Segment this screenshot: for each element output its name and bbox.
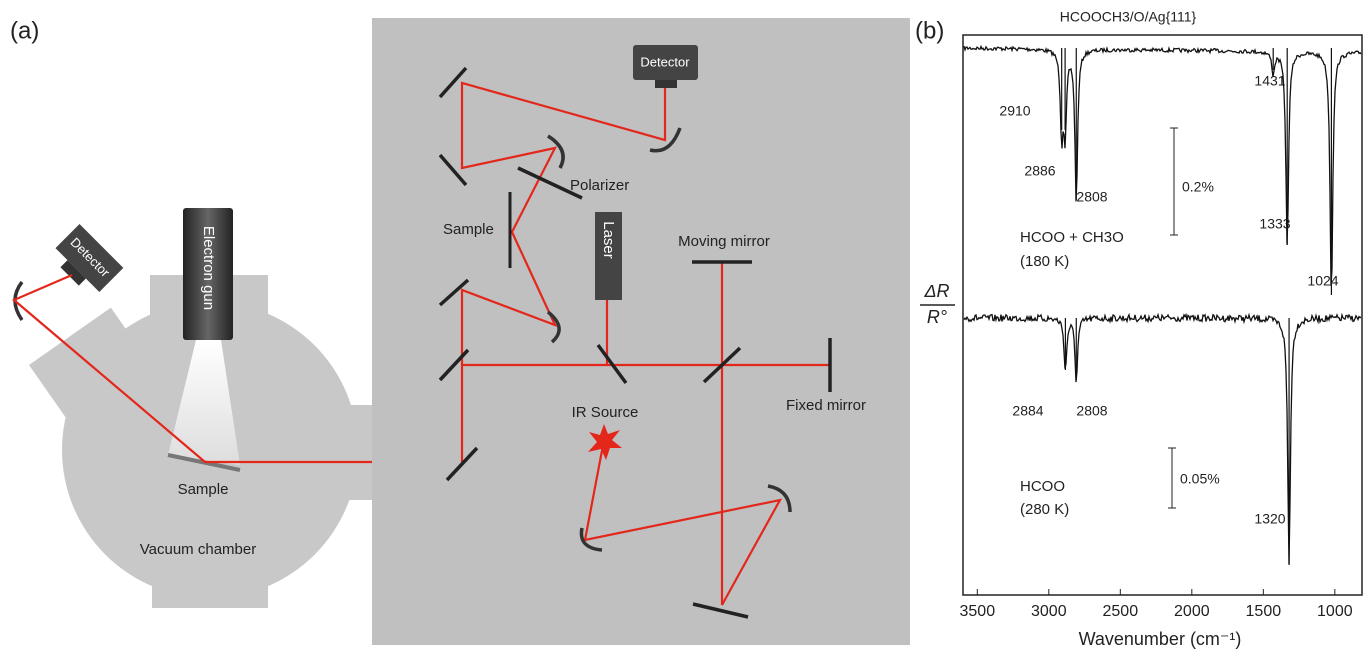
scale-bar: [1168, 447, 1176, 509]
sample-label: Sample: [443, 221, 494, 238]
scale-bar-label: 0.05%: [1180, 471, 1220, 487]
spectrum-name: HCOO + CH3O: [1020, 229, 1124, 246]
scale-bar-label: 0.2%: [1182, 179, 1214, 195]
peak-label: 1320: [1254, 511, 1285, 527]
panel-label: (b): [915, 17, 944, 44]
spectrum-trace: [963, 44, 1362, 286]
x-tick-label: 3000: [1031, 603, 1067, 620]
beam: [11, 273, 462, 464]
optics: [438, 45, 832, 619]
detector-label: Detector: [640, 54, 690, 69]
fixed-mirror-label: Fixed mirror: [786, 397, 866, 414]
x-tick-label: 1000: [1317, 603, 1353, 620]
chamber-label: Vacuum chamber: [140, 541, 256, 558]
panel-label: (a): [10, 17, 39, 44]
peak-label: 2808: [1076, 403, 1107, 419]
spectrum-trace: [963, 312, 1362, 565]
moving-mirror-label: Moving mirror: [678, 233, 770, 250]
polarizer-label: Polarizer: [570, 177, 629, 194]
electron-gun: [183, 208, 233, 340]
plot-frame: [962, 34, 1363, 596]
electron-beam: [168, 340, 240, 465]
peak-label: 2886: [1024, 163, 1055, 179]
spectrum-condition: (280 K): [1020, 501, 1069, 518]
x-tick-label: 2500: [1103, 603, 1139, 620]
spectrum-condition: (180 K): [1020, 253, 1069, 270]
peak-label: 2808: [1076, 189, 1107, 205]
y-label-bottom: R°: [927, 307, 947, 327]
detector: Detector: [55, 224, 124, 292]
x-tick-label: 3500: [960, 603, 996, 620]
peak-label: 1431: [1254, 73, 1285, 89]
laser-label: Laser: [600, 221, 617, 259]
spectrum-name: HCOO: [1020, 478, 1065, 495]
scale-bar: [1170, 127, 1178, 236]
ir-source-label: IR Source: [572, 404, 639, 421]
spectrum-title: HCOOCH3/O/Ag{111}: [1060, 9, 1197, 25]
gun-label: Electron gun: [200, 226, 217, 310]
sample-label: Sample: [178, 481, 229, 498]
x-tick-label: 2000: [1174, 603, 1210, 620]
y-label-top: ΔR: [923, 281, 949, 301]
peak-label: 2884: [1012, 403, 1043, 419]
peak-label: 1333: [1259, 216, 1290, 232]
x-tick-label: 1500: [1246, 603, 1282, 620]
peak-label: 2910: [999, 103, 1030, 119]
spectrometer-box: [372, 18, 910, 645]
peak-label: 1024: [1307, 273, 1338, 289]
x-axis-label: Wavenumber (cm⁻¹): [1079, 629, 1242, 649]
